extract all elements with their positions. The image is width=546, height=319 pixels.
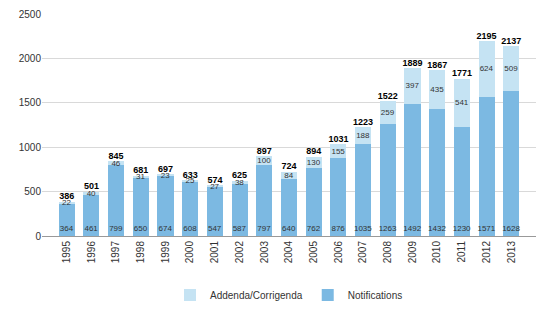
svg-text:46: 46: [111, 159, 120, 168]
svg-text:897: 897: [257, 146, 272, 156]
svg-text:501: 501: [84, 181, 99, 191]
svg-text:1522: 1522: [378, 91, 398, 101]
svg-text:799: 799: [109, 224, 123, 233]
svg-text:188: 188: [356, 131, 370, 140]
svg-text:509: 509: [504, 64, 518, 73]
svg-text:624: 624: [480, 64, 494, 73]
svg-text:574: 574: [207, 175, 222, 185]
svg-text:2013: 2013: [506, 241, 517, 264]
svg-text:2007: 2007: [357, 241, 368, 264]
svg-text:1867: 1867: [427, 60, 447, 70]
svg-text:500: 500: [24, 186, 41, 197]
svg-text:2003: 2003: [259, 241, 270, 264]
svg-text:2009: 2009: [407, 241, 418, 264]
svg-text:38: 38: [235, 178, 244, 187]
svg-text:1000: 1000: [19, 142, 42, 153]
svg-text:Addenda/Corrigenda: Addenda/Corrigenda: [210, 290, 303, 301]
svg-text:0: 0: [35, 231, 41, 242]
svg-text:1500: 1500: [19, 97, 42, 108]
svg-text:Notifications: Notifications: [348, 290, 402, 301]
svg-text:40: 40: [87, 189, 96, 198]
svg-text:1995: 1995: [61, 241, 72, 264]
svg-text:2001: 2001: [209, 241, 220, 264]
svg-text:1996: 1996: [86, 241, 97, 264]
svg-text:845: 845: [109, 151, 124, 161]
svg-text:587: 587: [233, 224, 247, 233]
svg-text:2005: 2005: [308, 241, 319, 264]
svg-text:2011: 2011: [456, 241, 467, 263]
svg-text:1997: 1997: [110, 241, 121, 264]
svg-text:397: 397: [406, 81, 420, 90]
svg-text:1223: 1223: [353, 117, 373, 127]
svg-text:259: 259: [381, 108, 395, 117]
svg-text:1771: 1771: [452, 68, 472, 78]
svg-text:386: 386: [59, 191, 74, 201]
svg-text:27: 27: [210, 182, 219, 191]
svg-text:2010: 2010: [431, 241, 442, 264]
svg-text:2012: 2012: [481, 241, 492, 264]
svg-text:364: 364: [60, 224, 74, 233]
svg-text:1031: 1031: [328, 134, 348, 144]
svg-text:100: 100: [257, 156, 271, 165]
svg-text:84: 84: [284, 171, 293, 180]
svg-text:650: 650: [134, 224, 148, 233]
svg-text:2008: 2008: [382, 241, 393, 264]
svg-text:608: 608: [183, 224, 197, 233]
svg-text:541: 541: [455, 98, 469, 107]
svg-text:22: 22: [62, 198, 71, 207]
svg-text:31: 31: [136, 172, 145, 181]
svg-text:697: 697: [158, 164, 173, 174]
svg-text:876: 876: [331, 224, 345, 233]
svg-text:724: 724: [281, 161, 296, 171]
svg-text:1889: 1889: [402, 58, 422, 68]
svg-text:1492: 1492: [403, 224, 421, 233]
svg-text:762: 762: [307, 224, 321, 233]
svg-text:894: 894: [306, 146, 321, 156]
svg-text:435: 435: [430, 85, 444, 94]
svg-text:25: 25: [185, 176, 194, 185]
svg-text:1263: 1263: [379, 224, 397, 233]
svg-text:130: 130: [307, 158, 321, 167]
svg-text:2500: 2500: [19, 9, 42, 20]
svg-text:547: 547: [208, 224, 222, 233]
svg-text:2004: 2004: [283, 241, 294, 264]
svg-text:1230: 1230: [453, 224, 471, 233]
svg-text:640: 640: [282, 224, 296, 233]
svg-text:2000: 2000: [19, 53, 42, 64]
svg-text:674: 674: [159, 224, 173, 233]
svg-text:1628: 1628: [502, 224, 520, 233]
svg-text:1432: 1432: [428, 224, 446, 233]
svg-text:633: 633: [183, 170, 198, 180]
svg-text:1035: 1035: [354, 224, 372, 233]
svg-text:461: 461: [84, 224, 98, 233]
svg-text:681: 681: [133, 165, 148, 175]
svg-text:625: 625: [232, 170, 247, 180]
svg-text:2195: 2195: [477, 31, 497, 41]
svg-text:2000: 2000: [184, 241, 195, 264]
svg-text:1998: 1998: [135, 241, 146, 264]
svg-text:2002: 2002: [234, 241, 245, 264]
svg-text:1999: 1999: [160, 241, 171, 264]
svg-text:2006: 2006: [333, 241, 344, 264]
svg-text:155: 155: [331, 147, 345, 156]
svg-text:797: 797: [257, 224, 271, 233]
svg-text:23: 23: [161, 171, 170, 180]
svg-text:2137: 2137: [501, 36, 521, 46]
svg-text:1571: 1571: [477, 224, 495, 233]
